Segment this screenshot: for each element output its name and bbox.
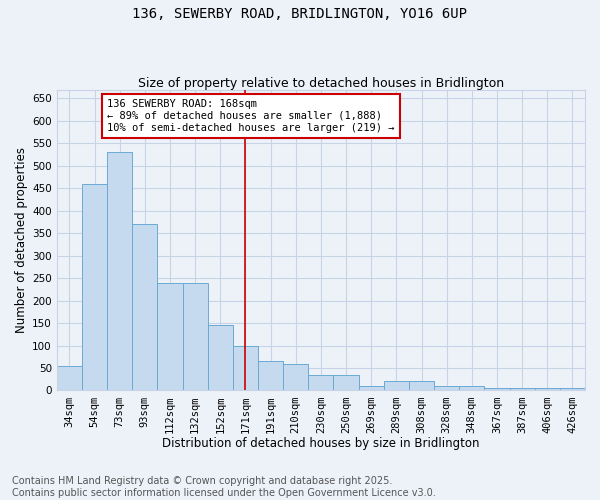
- Bar: [208, 326, 233, 390]
- Bar: [107, 152, 132, 390]
- Bar: [182, 282, 208, 391]
- Title: Size of property relative to detached houses in Bridlington: Size of property relative to detached ho…: [138, 76, 504, 90]
- Bar: [233, 346, 258, 391]
- Bar: [334, 374, 359, 390]
- Bar: [57, 366, 82, 390]
- Bar: [434, 386, 459, 390]
- Bar: [283, 364, 308, 390]
- Bar: [535, 388, 560, 390]
- Bar: [359, 386, 384, 390]
- Bar: [308, 374, 334, 390]
- Bar: [258, 362, 283, 390]
- Bar: [409, 382, 434, 390]
- Bar: [82, 184, 107, 390]
- Bar: [484, 388, 509, 390]
- Text: 136, SEWERBY ROAD, BRIDLINGTON, YO16 6UP: 136, SEWERBY ROAD, BRIDLINGTON, YO16 6UP: [133, 8, 467, 22]
- Text: Contains HM Land Registry data © Crown copyright and database right 2025.
Contai: Contains HM Land Registry data © Crown c…: [12, 476, 436, 498]
- Bar: [132, 224, 157, 390]
- Bar: [509, 388, 535, 390]
- Bar: [459, 386, 484, 390]
- Y-axis label: Number of detached properties: Number of detached properties: [15, 147, 28, 333]
- Bar: [384, 382, 409, 390]
- Bar: [560, 388, 585, 390]
- Text: 136 SEWERBY ROAD: 168sqm
← 89% of detached houses are smaller (1,888)
10% of sem: 136 SEWERBY ROAD: 168sqm ← 89% of detach…: [107, 100, 395, 132]
- Bar: [157, 282, 182, 391]
- X-axis label: Distribution of detached houses by size in Bridlington: Distribution of detached houses by size …: [162, 437, 479, 450]
